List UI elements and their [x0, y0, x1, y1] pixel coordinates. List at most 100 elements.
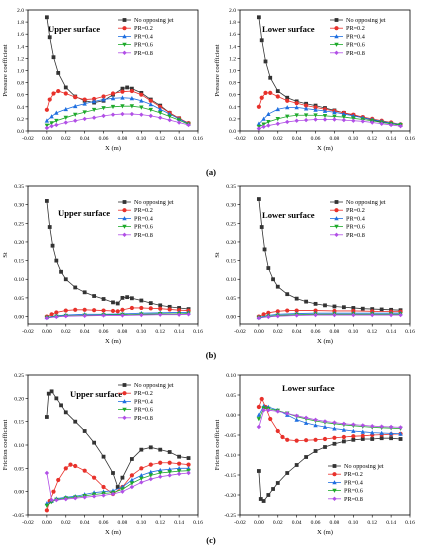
legend-marker: [332, 488, 337, 493]
panel-title: Lower surface: [262, 210, 315, 220]
data-point: [139, 480, 144, 485]
data-point: [91, 107, 97, 113]
legend-marker: [122, 232, 127, 237]
data-point: [268, 75, 273, 80]
data-point: [258, 497, 263, 501]
data-point: [44, 508, 49, 513]
x-tick-label: -0.02: [22, 520, 34, 526]
data-point: [56, 71, 61, 75]
series-pr-0-8: [256, 312, 403, 321]
y-tick-label: 0.20: [14, 396, 24, 402]
data-point: [341, 115, 347, 120]
y-tick-label: 0.2: [17, 117, 24, 123]
x-tick-label: 0.10: [348, 329, 358, 335]
y-tick-label: 0.8: [229, 81, 236, 87]
data-point: [341, 439, 346, 444]
data-point: [313, 308, 318, 313]
data-point: [379, 424, 384, 429]
y-tick-label: 0.0: [17, 129, 24, 135]
data-point: [313, 113, 318, 118]
data-point: [370, 430, 375, 435]
series-line: [258, 312, 401, 318]
data-point: [303, 117, 309, 123]
data-point: [261, 124, 266, 129]
data-point: [139, 92, 144, 97]
data-point: [341, 427, 347, 432]
y-tick-label: 1.8: [17, 20, 24, 26]
data-point: [388, 312, 394, 318]
data-point: [139, 105, 144, 110]
x-tick-label: 0.06: [99, 136, 109, 142]
data-point: [63, 466, 68, 471]
x-tick-label: -0.02: [234, 329, 246, 335]
y-tick-label: 1.0: [17, 69, 24, 75]
data-point: [63, 313, 68, 319]
legend-marker: [122, 200, 127, 204]
series-line: [258, 313, 401, 319]
y-tick-label: 0.6: [17, 93, 24, 99]
x-tick-label: 0.14: [174, 520, 184, 526]
data-point: [101, 297, 106, 301]
data-point: [285, 437, 290, 442]
legend-marker: [122, 208, 127, 213]
data-point: [323, 445, 327, 449]
panel-title: Lower surface: [282, 383, 335, 393]
y-tick-label: 0.15: [14, 420, 24, 426]
data-point: [54, 396, 59, 401]
data-point: [351, 118, 356, 123]
data-point: [54, 118, 59, 124]
data-point: [389, 436, 394, 441]
data-point: [44, 470, 50, 476]
data-point: [44, 503, 50, 508]
data-point: [388, 122, 394, 128]
y-axis-label: Friction coefficient: [214, 420, 221, 471]
data-point: [110, 112, 116, 117]
legend-label: PR=0.8: [134, 232, 153, 239]
legend-label: No opposing jet: [346, 199, 386, 206]
x-tick-label: 0.14: [386, 136, 396, 142]
x-tick-label: -0.02: [234, 136, 246, 142]
data-point: [63, 115, 68, 120]
series-line: [258, 407, 401, 429]
y-axis-label: St: [214, 252, 221, 258]
data-point: [379, 430, 384, 435]
x-tick-label: 0.06: [311, 136, 321, 142]
data-point: [266, 408, 271, 413]
data-point: [266, 493, 271, 497]
y-tick-label: 1.2: [17, 56, 24, 62]
legend-label: No opposing jet: [134, 199, 174, 206]
data-point: [370, 312, 375, 318]
data-point: [360, 306, 365, 311]
data-point: [332, 114, 337, 119]
series-no-opposing-jet: [256, 197, 403, 313]
row-label: (c): [206, 535, 216, 545]
data-point: [275, 94, 280, 99]
data-point: [73, 103, 78, 109]
x-tick-label: 0.16: [193, 329, 203, 335]
x-tick-label: -0.02: [22, 329, 34, 335]
data-point: [167, 307, 172, 312]
data-point: [285, 411, 290, 416]
panel-title: Upper surface: [70, 389, 122, 399]
data-point: [360, 429, 365, 434]
y-tick-label: 2.0: [17, 8, 24, 14]
series-pr-0-8: [44, 111, 191, 131]
y-tick-label: 0.05: [226, 393, 236, 399]
series-pr-0-8: [44, 312, 191, 321]
data-point: [115, 309, 120, 314]
data-point: [44, 15, 49, 20]
y-tick-label: -0.15: [224, 473, 236, 479]
series-pr-0-8: [44, 470, 191, 503]
x-tick-label: 0.16: [405, 329, 415, 335]
data-point: [44, 123, 50, 128]
data-point: [44, 118, 50, 123]
data-point: [120, 475, 125, 480]
data-point: [92, 96, 97, 102]
data-point: [110, 96, 116, 101]
data-point: [266, 310, 271, 315]
data-point: [129, 96, 135, 101]
legend-marker: [122, 50, 127, 55]
data-point: [388, 424, 394, 430]
